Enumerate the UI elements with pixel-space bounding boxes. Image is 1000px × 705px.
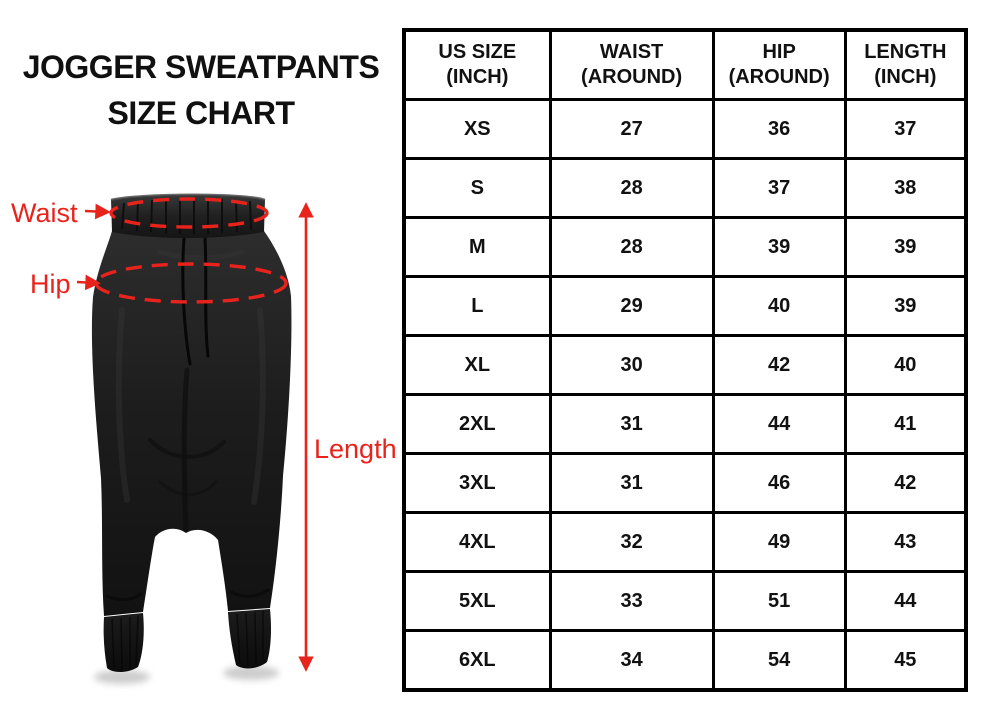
waist-measure-ellipse bbox=[109, 197, 269, 229]
table-cell: 2XL bbox=[402, 393, 552, 455]
page-title: JOGGER SWEATPANTS SIZE CHART bbox=[0, 44, 402, 136]
waist-label: Waist bbox=[11, 198, 78, 228]
table-cell: 30 bbox=[548, 334, 715, 396]
table-cell: 39 bbox=[711, 216, 847, 278]
drawstrings bbox=[181, 236, 210, 366]
table-cell: 44 bbox=[843, 570, 968, 632]
table-cell: 6XL bbox=[402, 629, 552, 692]
table-cell: 49 bbox=[711, 511, 847, 573]
table-cell: 31 bbox=[548, 452, 715, 514]
pants-body bbox=[91, 231, 292, 616]
cuff-ribbing bbox=[111, 611, 264, 671]
table-cell: 29 bbox=[548, 275, 715, 337]
measurement-annotations: Waist Hip Length bbox=[11, 197, 397, 672]
table-row: L 29 40 39 bbox=[402, 275, 968, 337]
table-row: 4XL 32 49 43 bbox=[402, 511, 968, 573]
page-title-line2: SIZE CHART bbox=[107, 95, 296, 131]
table-cell: M bbox=[402, 216, 552, 278]
size-table-header: US SIZE (INCH) WAIST (AROUND) HIP (AROUN… bbox=[402, 28, 968, 101]
column-header-length: LENGTH (INCH) bbox=[843, 28, 968, 101]
table-cell: 34 bbox=[548, 629, 715, 692]
column-header-waist: WAIST (AROUND) bbox=[548, 28, 715, 101]
column-header-us-size: US SIZE (INCH) bbox=[402, 28, 552, 101]
table-cell: 32 bbox=[548, 511, 715, 573]
pants-creases bbox=[105, 249, 270, 602]
size-table: US SIZE (INCH) WAIST (AROUND) HIP (AROUN… bbox=[402, 28, 968, 692]
table-row: XS 27 36 37 bbox=[402, 98, 968, 160]
table-cell: S bbox=[402, 157, 552, 219]
table-cell: 31 bbox=[548, 393, 715, 455]
table-cell: 42 bbox=[711, 334, 847, 396]
page-title-line1: JOGGER SWEATPANTS bbox=[22, 49, 380, 85]
table-cell: 39 bbox=[843, 216, 968, 278]
table-cell: 3XL bbox=[402, 452, 552, 514]
column-header-hip: HIP (AROUND) bbox=[711, 28, 847, 101]
table-row: 6XL 34 54 45 bbox=[402, 629, 968, 692]
table-cell: 44 bbox=[711, 393, 847, 455]
hip-measure-ellipse bbox=[94, 262, 288, 304]
jogger-diagram: Waist Hip Length bbox=[11, 193, 397, 684]
table-cell: 51 bbox=[711, 570, 847, 632]
table-cell: 37 bbox=[711, 157, 847, 219]
table-cell: 40 bbox=[711, 275, 847, 337]
length-label: Length bbox=[314, 434, 397, 464]
table-cell: 28 bbox=[548, 157, 715, 219]
size-table-body: XS 27 36 37 S 28 37 38 M 28 39 39 L 29 40 39 XL 30 42 40 2XL… bbox=[402, 98, 968, 692]
table-row: 2XL 31 44 41 bbox=[402, 393, 968, 455]
table-cell: 27 bbox=[548, 98, 715, 160]
table-cell: 40 bbox=[843, 334, 968, 396]
table-row: 5XL 33 51 44 bbox=[402, 570, 968, 632]
pants-shadow-right bbox=[223, 666, 279, 680]
waistband-top-edge bbox=[110, 193, 266, 202]
table-cell: 5XL bbox=[402, 570, 552, 632]
table-cell: 45 bbox=[843, 629, 968, 692]
table-cell: L bbox=[402, 275, 552, 337]
table-row: XL 30 42 40 bbox=[402, 334, 968, 396]
table-cell: 4XL bbox=[402, 511, 552, 573]
table-row: 3XL 31 46 42 bbox=[402, 452, 968, 514]
table-cell: 43 bbox=[843, 511, 968, 573]
table-cell: 54 bbox=[711, 629, 847, 692]
table-row: M 28 39 39 bbox=[402, 216, 968, 278]
table-cell: 39 bbox=[843, 275, 968, 337]
table-cell: 42 bbox=[843, 452, 968, 514]
table-cell: 33 bbox=[548, 570, 715, 632]
table-cell: 36 bbox=[711, 98, 847, 160]
pants-cuff-right bbox=[228, 609, 271, 669]
hip-label: Hip bbox=[30, 269, 71, 299]
table-cell: 46 bbox=[711, 452, 847, 514]
table-cell: 41 bbox=[843, 393, 968, 455]
pants-shadow-left bbox=[94, 670, 150, 684]
table-cell: 28 bbox=[548, 216, 715, 278]
header-row: US SIZE (INCH) WAIST (AROUND) HIP (AROUN… bbox=[402, 28, 968, 101]
table-row: S 28 37 38 bbox=[402, 157, 968, 219]
table-cell: XS bbox=[402, 98, 552, 160]
table-cell: 37 bbox=[843, 98, 968, 160]
pants-waistband bbox=[111, 194, 265, 238]
hip-arrow bbox=[76, 274, 101, 291]
waist-arrow bbox=[84, 203, 111, 220]
table-cell: 38 bbox=[843, 157, 968, 219]
table-cell: XL bbox=[402, 334, 552, 396]
